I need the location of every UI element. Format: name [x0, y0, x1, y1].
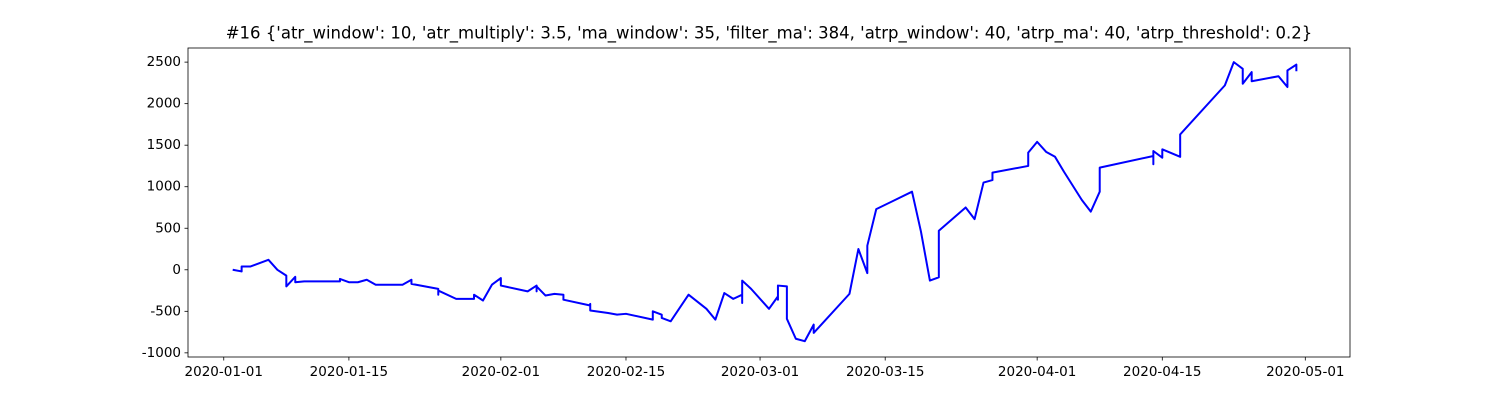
y-tick-label: 1000: [147, 179, 181, 195]
y-tick-label: 500: [155, 220, 181, 236]
plot-frame: [187, 47, 1351, 358]
y-tick-label: 2500: [147, 54, 181, 70]
x-tick-label: 2020-03-15: [846, 364, 924, 380]
y-tick-label: -1000: [142, 345, 181, 361]
x-tick-label: 2020-01-01: [185, 364, 263, 380]
x-tick-label: 2020-02-15: [587, 364, 665, 380]
line: [232, 61, 1298, 343]
x-tick-label: 2020-04-01: [998, 364, 1076, 380]
y-tick-label: -500: [150, 303, 181, 319]
y-tick-label: 1500: [147, 137, 181, 153]
x-tick-label: 2020-05-01: [1266, 364, 1344, 380]
y-tick-label: 2000: [147, 96, 181, 112]
x-tick-label: 2020-02-01: [462, 364, 540, 380]
x-tick-label: 2020-03-01: [721, 364, 799, 380]
x-tick-label: 2020-01-15: [310, 364, 388, 380]
y-tick-label: 0: [172, 262, 181, 278]
chart-title: #16 {'atr_window': 10, 'atr_multiply': 3…: [226, 24, 1313, 44]
x-tick-label: 2020-04-15: [1123, 364, 1201, 380]
